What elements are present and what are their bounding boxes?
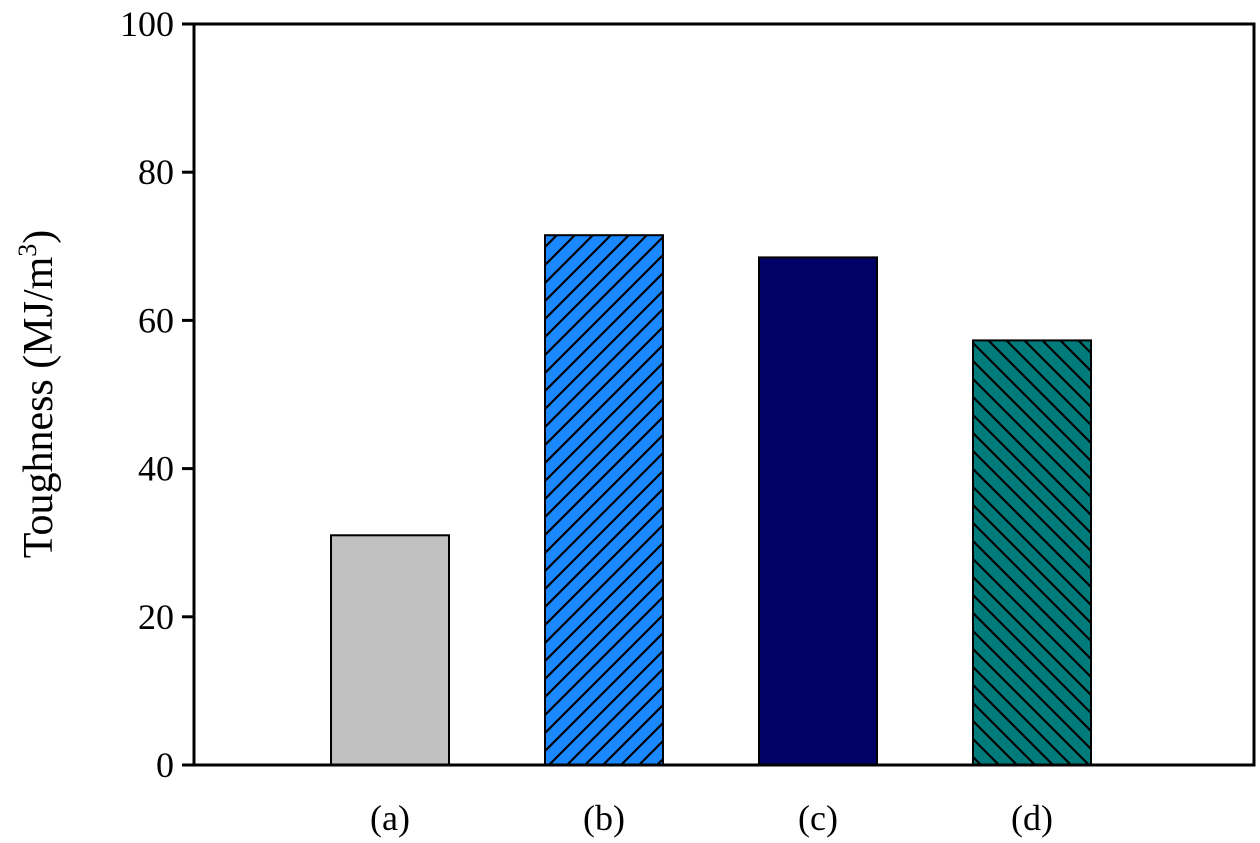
plot-frame [192,22,1256,767]
y-axis: 0 20 40 60 80 100 [120,4,194,785]
y-tick-label: 0 [156,745,174,785]
x-tick-label: (c) [798,798,838,838]
x-axis: (a) (b) (c) (d) [370,798,1053,838]
y-tick-label: 100 [120,4,174,44]
y-tick-label: 60 [138,300,174,340]
x-tick-label: (b) [583,798,625,838]
y-tick-label: 40 [138,449,174,489]
y-tick-label: 20 [138,597,174,637]
y-axis-title-suffix: ) [16,230,62,244]
bar-a [330,534,450,766]
bar-c [758,256,878,766]
x-tick-label: (d) [1011,798,1053,838]
bar-d [972,339,1092,766]
bars [330,234,1092,766]
y-axis-title-text: Toughness (MJ/m [16,256,62,558]
y-tick-label: 80 [138,152,174,192]
bar-b [544,234,664,766]
y-axis-title: Toughness (MJ/m3) [13,230,62,559]
y-axis-title-superscript: 3 [13,244,42,257]
x-tick-label: (a) [370,798,410,838]
